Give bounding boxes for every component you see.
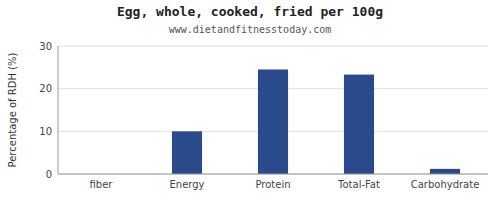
grid-line — [58, 174, 488, 175]
title: Egg, whole, cooked, fried per 100g — [117, 4, 383, 19]
subtitle: www.dietandfitnesstoday.com — [169, 24, 332, 35]
y-axis-label: Percentage of RDH (%) — [7, 52, 18, 167]
chart-svg: Egg, whole, cooked, fried per 100g www.di… — [0, 0, 500, 200]
bar — [172, 131, 202, 174]
y-tick-label: 0 — [46, 169, 52, 180]
y-tick-label: 20 — [39, 83, 52, 94]
x-tick-label: Total-Fat — [337, 179, 380, 190]
grid-line — [58, 46, 488, 47]
x-axis: fiber Energy Protein Total-Fat Carbohydrate — [90, 179, 480, 190]
x-tick-label: Energy — [169, 179, 204, 190]
bar — [430, 169, 460, 174]
y-axis: 0 10 20 30 — [39, 41, 52, 180]
y-axis-line — [58, 46, 59, 174]
y-tick-label: 10 — [39, 126, 52, 137]
x-axis-line — [58, 174, 488, 175]
chart-container: Egg, whole, cooked, fried per 100g www.di… — [0, 0, 500, 200]
x-tick-label: Carbohydrate — [411, 179, 480, 190]
bar — [344, 75, 374, 174]
x-tick-label: fiber — [90, 179, 114, 190]
bar — [258, 69, 288, 174]
grid — [58, 46, 488, 174]
bars — [172, 69, 460, 174]
y-tick-label: 30 — [39, 41, 52, 52]
x-tick-label: Protein — [255, 179, 290, 190]
